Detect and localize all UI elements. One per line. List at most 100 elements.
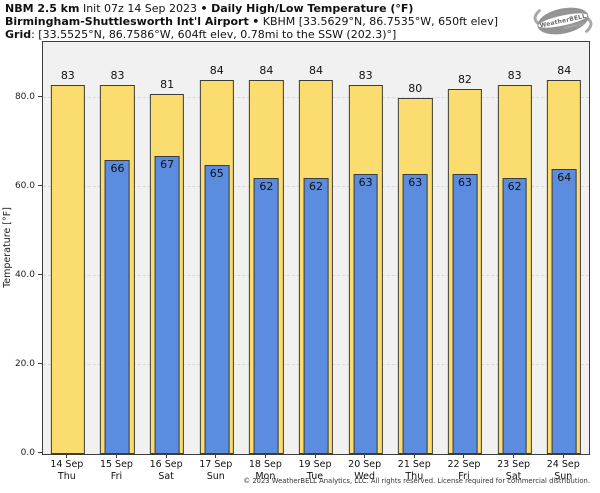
x-tick-date: 16 Sep (149, 459, 183, 470)
high-value-label: 83 (507, 68, 522, 82)
high-value-label: 80 (408, 82, 423, 96)
x-tick-mark (463, 454, 465, 458)
bar-slot: 83 63 (341, 42, 391, 454)
title-line-3: Grid: [33.5525°N, 86.7586°W, 604ft elev,… (5, 27, 498, 42)
high-value-label: 83 (60, 68, 75, 82)
x-tick-label: 23 Sep Sat (489, 459, 539, 482)
bar-slot: 84 62 (242, 42, 292, 454)
model-name: NBM 2.5 km (5, 2, 80, 15)
y-tick-label: 40.0 (14, 270, 35, 281)
x-tick-date: 17 Sep (199, 459, 233, 470)
x-tick-date: 19 Sep (298, 459, 332, 470)
x-tick-mark (314, 454, 316, 458)
y-tick-label: 20.0 (14, 359, 35, 370)
low-value-label: 63 (457, 175, 472, 189)
x-tick-mark (115, 454, 117, 458)
low-value-label: 62 (309, 180, 324, 194)
product-title: Daily High/Low Temperature (°F) (211, 2, 414, 15)
x-tick-date: 15 Sep (99, 459, 133, 470)
x-tick-label: 17 Sep Sun (191, 459, 241, 482)
x-tick-date: 18 Sep (248, 459, 282, 470)
y-tick-label: 80.0 (14, 92, 35, 103)
x-tick-label: 15 Sep Fri (92, 459, 142, 482)
high-value-label: 81 (160, 77, 175, 91)
x-tick-day: Mon (255, 470, 276, 482)
bar-slot: 83 (43, 42, 93, 454)
x-tick-mark (215, 454, 217, 458)
station-meta: KBHM [33.5629°N, 86.7535°W, 650ft elev] (262, 14, 499, 28)
x-tick-mark (364, 454, 366, 458)
y-tick-mark (38, 452, 42, 453)
x-tick-cell (489, 454, 539, 458)
x-tick-date: 22 Sep (447, 459, 481, 470)
low-bar: 62 (303, 178, 329, 454)
separator-dot: • (200, 2, 208, 15)
high-value-label: 83 (358, 68, 373, 82)
low-bar: 66 (105, 160, 130, 454)
x-tick-label: 21 Sep Thu (389, 459, 439, 482)
bar-slot: 84 62 (291, 42, 341, 454)
x-tick-cell (290, 454, 340, 458)
chart-header: NBM 2.5 km Init 07z 14 Sep 2023 • Daily … (5, 2, 499, 42)
low-bar: 62 (502, 178, 527, 454)
bar-slot: 84 65 (192, 42, 242, 454)
y-tick-mark (38, 185, 42, 187)
x-tick-mark (413, 454, 415, 458)
separator-dot: • (252, 14, 260, 28)
x-tick-cell (191, 454, 241, 458)
high-bar (50, 84, 85, 454)
x-tick-date: 14 Sep (50, 459, 84, 470)
x-tick-cell (92, 454, 142, 458)
x-tick-cell (42, 454, 92, 458)
low-bar: 64 (551, 169, 577, 454)
x-tick-label: 14 Sep Thu (42, 459, 92, 482)
low-value-label: 62 (259, 180, 274, 194)
x-tick-label: 18 Sep Mon (241, 459, 291, 482)
x-tick-date: 20 Sep (348, 459, 382, 470)
y-tick-label: 0.0 (20, 448, 35, 458)
high-value-label: 84 (209, 64, 224, 78)
low-bar: 67 (154, 155, 180, 454)
low-bar: 65 (204, 164, 230, 454)
low-bar: 63 (353, 173, 379, 454)
x-tick-day: Sat (158, 470, 174, 482)
x-tick-day: Fri (458, 470, 470, 482)
weatherbell-logo: WeatherBELL Analytics LLC (533, 3, 593, 41)
x-tick-cell (241, 454, 291, 458)
x-tick-day: Sun (206, 470, 225, 482)
x-tick-day: Tue (306, 470, 324, 482)
x-tick-day: Fri (110, 470, 123, 482)
x-tick-day: Sat (505, 470, 522, 482)
bar-slot: 83 66 (93, 42, 143, 454)
y-tick-label: 60.0 (14, 181, 35, 192)
low-value-label: 63 (358, 175, 373, 189)
high-value-label: 82 (457, 73, 472, 87)
high-value-label: 83 (110, 68, 125, 82)
grid-meta: : [33.5525°N, 86.7586°W, 604ft elev, 0.7… (31, 27, 397, 41)
plot-area: 83 83 66 81 67 84 65 84 62 84 62 83 63 80 63 82 63 83 62 84… (42, 41, 590, 455)
x-axis-labels: 14 Sep Thu 15 Sep Fri 16 Sep Sat 17 Sep Sun 18 S… (42, 459, 588, 482)
x-tick-date: 21 Sep (397, 459, 431, 470)
low-value-label: 63 (408, 175, 423, 189)
x-tick-day: Wed (354, 470, 376, 482)
y-axis: 0.0 20.0 40.0 60.0 80.0 (0, 41, 42, 458)
x-tick-mark (513, 454, 515, 458)
x-tick-cell (141, 454, 191, 458)
init-time: Init 07z 14 Sep 2023 (82, 2, 198, 15)
x-tick-cell (389, 454, 439, 458)
low-value-label: 64 (557, 171, 572, 185)
grid-label: Grid (5, 27, 32, 41)
copyright-text: © 2023 WeatherBELL Analytics, LLC. All r… (243, 477, 590, 485)
x-tick-day: Sun (554, 470, 573, 482)
y-tick-mark (38, 363, 42, 365)
low-bar: 63 (402, 173, 428, 454)
x-tick-label: 20 Sep Wed (340, 459, 390, 482)
high-value-label: 84 (259, 64, 274, 78)
low-value-label: 66 (110, 162, 125, 176)
bars-container: 83 83 66 81 67 84 65 84 62 84 62 83 63 80 63 82 63 83 62 84… (43, 42, 589, 454)
x-tick-label: 22 Sep Fri (439, 459, 489, 482)
x-tick-mark (562, 454, 564, 458)
bar-slot: 80 63 (390, 42, 440, 454)
x-tick-label: 24 Sep Sun (538, 459, 588, 482)
